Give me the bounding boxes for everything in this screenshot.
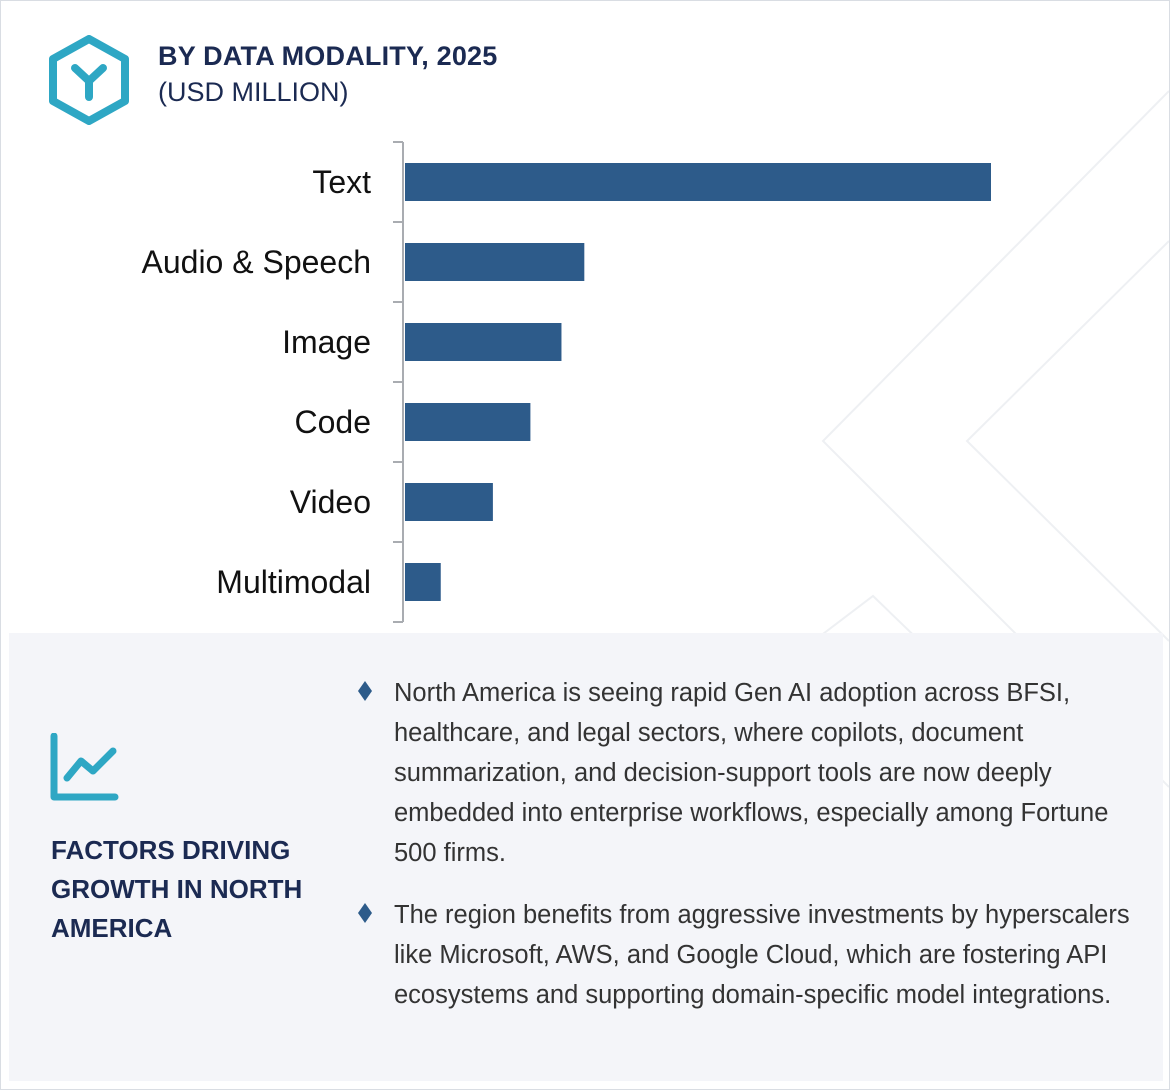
bar-chart: Text Audio & Speech Image Code Video Multimod…: [142, 141, 991, 623]
diamond-bullet-icon: [358, 903, 372, 923]
bullet-text: North America is seeing rapid Gen AI ado…: [394, 679, 1109, 867]
category-label: Code: [295, 404, 372, 440]
bar: [405, 483, 493, 521]
category-label: Video: [290, 484, 371, 520]
list-item: North America is seeing rapid Gen AI ado…: [354, 673, 1154, 873]
bar: [405, 323, 562, 361]
category-label: Audio & Speech: [142, 244, 372, 280]
line-chart-growth-icon: [50, 733, 119, 801]
list-item: The region benefits from aggressive inve…: [354, 895, 1154, 1015]
category-label: Multimodal: [216, 564, 371, 600]
chart-subtitle: (USD MILLION): [158, 77, 349, 107]
hexagon-y-logo-icon: [49, 35, 129, 125]
category-label: Text: [312, 164, 371, 200]
factors-panel: FACTORS DRIVING GROWTH IN NORTH AMERICA …: [9, 633, 1163, 1081]
bar: [405, 163, 991, 201]
bullet-text: The region benefits from aggressive inve…: [394, 901, 1130, 1009]
panel-title: FACTORS DRIVING GROWTH IN NORTH AMERICA: [51, 835, 303, 943]
bar: [405, 403, 531, 441]
diamond-bullet-icon: [358, 681, 372, 701]
bar: [405, 243, 585, 281]
category-label: Image: [282, 324, 371, 360]
bar: [405, 563, 441, 601]
bullet-list: North America is seeing rapid Gen AI ado…: [354, 673, 1154, 1037]
chart-title: BY DATA MODALITY, 2025: [158, 41, 498, 71]
